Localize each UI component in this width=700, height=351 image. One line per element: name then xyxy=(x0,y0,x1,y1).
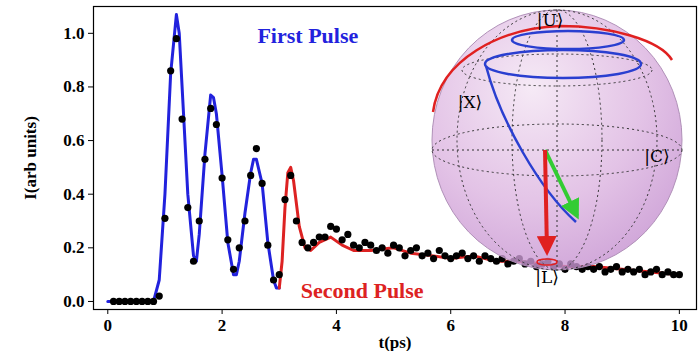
svg-text:0.6: 0.6 xyxy=(63,131,84,150)
svg-text:I(arb units): I(arb units) xyxy=(21,116,40,200)
svg-text:0.8: 0.8 xyxy=(63,77,84,96)
svg-text:|U⟩: |U⟩ xyxy=(537,10,564,30)
svg-text:0.4: 0.4 xyxy=(63,185,85,204)
svg-text:6: 6 xyxy=(446,316,455,335)
svg-text:0.0: 0.0 xyxy=(63,292,84,311)
svg-text:8: 8 xyxy=(561,316,570,335)
svg-text:|X⟩: |X⟩ xyxy=(458,92,482,112)
svg-text:|C⟩: |C⟩ xyxy=(644,146,669,166)
svg-text:10: 10 xyxy=(671,316,688,335)
svg-text:0: 0 xyxy=(104,316,113,335)
svg-text:t(ps): t(ps) xyxy=(378,333,411,351)
svg-text:Second Pulse: Second Pulse xyxy=(301,278,424,303)
svg-text:0.2: 0.2 xyxy=(63,238,84,257)
svg-text:First Pulse: First Pulse xyxy=(257,23,358,48)
svg-text:|L⟩: |L⟩ xyxy=(535,267,559,287)
svg-text:1.0: 1.0 xyxy=(63,24,84,43)
svg-text:2: 2 xyxy=(218,316,227,335)
svg-text:4: 4 xyxy=(332,316,341,335)
